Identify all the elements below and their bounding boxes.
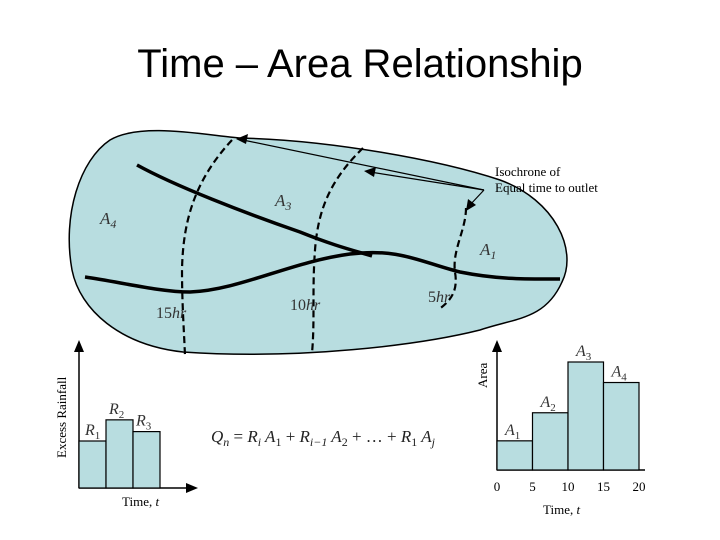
area-bar-label-4: A4 (611, 364, 628, 384)
area-bar-label-3: A3 (575, 343, 592, 363)
isochrone-15hr (180, 139, 233, 357)
rainfall-bar (132, 431, 161, 489)
isochrone-10hr (310, 147, 364, 354)
callout-arrowhead-2 (364, 167, 376, 177)
rainfall-bar-label-1: R1 (84, 422, 100, 442)
tributary-channel (136, 163, 373, 258)
rainfall-bar-label-2: R2 (108, 401, 124, 421)
area-bar (602, 381, 640, 471)
area-y-label: Area (475, 363, 490, 388)
area-x-tick: 10 (562, 479, 575, 494)
rainfall-x-label: Time, t (122, 494, 159, 509)
area-x-tick: 0 (494, 479, 501, 494)
rainfall-y-label: Excess Rainfall (54, 376, 69, 458)
watershed-area (68, 129, 568, 355)
slide-title: Time – Area Relationship (137, 42, 583, 86)
area-bar (531, 412, 569, 471)
callout-line-1: Isochrone of (495, 164, 561, 179)
area-label-a1: A1 (479, 240, 496, 262)
area-bar-label-1: A1 (504, 422, 520, 442)
rainfall-bar (78, 440, 107, 489)
isochrone-label-15hr: 15hr (156, 305, 187, 322)
equation: Qn = Ri A1 + Ri−1 A2 + … + R1 Aj (211, 427, 436, 449)
area-x-tick: 15 (597, 479, 610, 494)
callout-arrow-2 (369, 171, 485, 191)
callout-arrow-1 (242, 139, 485, 191)
rainfall-bar-label-3: R3 (135, 413, 152, 433)
area-x-label: Time, t (543, 502, 580, 517)
main-channel (84, 250, 561, 294)
area-bar (567, 361, 605, 471)
callout-arrowhead-1 (236, 134, 248, 144)
area-label-a3: A3 (274, 191, 291, 213)
callout-arrowhead-3 (466, 199, 476, 211)
isochrone-label-10hr: 10hr (290, 297, 321, 314)
area-y-arrowhead (492, 340, 502, 352)
area-bar-label-2: A2 (540, 394, 556, 414)
area-bar (496, 440, 534, 471)
rainfall-y-arrowhead (74, 340, 84, 352)
callout-line-2: Equal time to outlet (495, 180, 598, 195)
area-x-tick: 20 (633, 479, 646, 494)
area-label-a4: A4 (99, 209, 116, 231)
isochrone-label-5hr: 5hr (428, 289, 451, 306)
area-x-tick: 5 (529, 479, 536, 494)
rainfall-bar (105, 419, 134, 489)
rainfall-x-arrowhead (186, 483, 198, 493)
